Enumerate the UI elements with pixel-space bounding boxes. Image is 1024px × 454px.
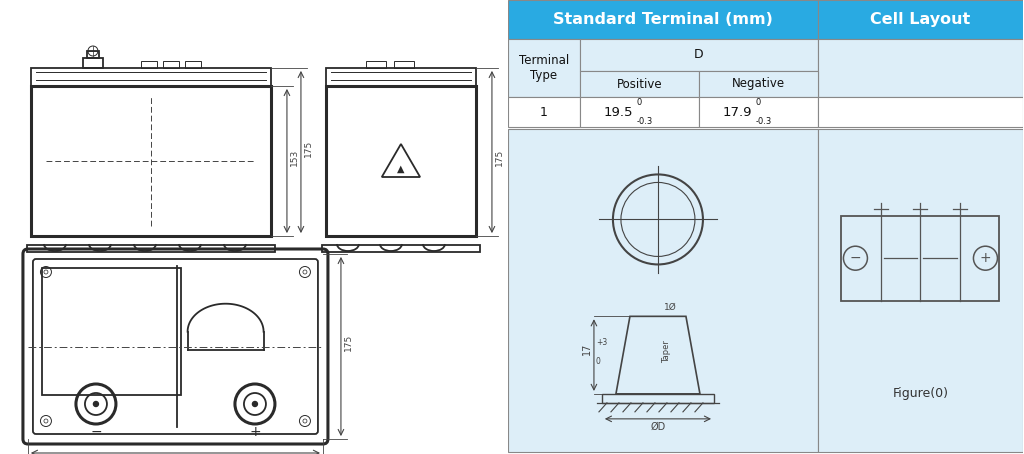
Bar	[366, 61, 386, 68]
Bar	[27, 245, 274, 252]
Bar	[508, 97, 580, 127]
Text: 175: 175	[344, 334, 353, 351]
Bar	[508, 129, 818, 452]
Text: ▲: ▲	[397, 164, 404, 174]
Text: 0: 0	[637, 98, 642, 107]
Text: Cell Layout: Cell Layout	[870, 12, 971, 27]
Text: 175: 175	[304, 139, 313, 157]
Bar	[580, 97, 699, 127]
Text: 1Ø: 1Ø	[664, 302, 677, 311]
Text: +: +	[249, 425, 261, 439]
Bar	[699, 97, 818, 127]
Text: Terminal
Type: Terminal Type	[519, 54, 569, 82]
Circle shape	[253, 401, 257, 406]
Bar	[508, 39, 580, 97]
Bar	[322, 245, 480, 252]
Bar	[141, 61, 157, 68]
Bar	[87, 51, 99, 58]
Text: -0.3: -0.3	[756, 117, 772, 126]
Bar	[699, 71, 818, 97]
Bar	[326, 68, 476, 86]
Text: 175: 175	[495, 148, 504, 166]
Bar	[842, 216, 999, 301]
Bar	[818, 129, 1023, 452]
Bar	[818, 39, 1023, 97]
Bar	[83, 58, 103, 68]
Text: −: −	[850, 251, 861, 265]
Bar	[394, 61, 414, 68]
Bar	[580, 39, 818, 71]
Text: Taper: Taper	[662, 340, 671, 363]
Text: 1: 1	[540, 105, 548, 118]
Text: 19.5: 19.5	[604, 105, 634, 118]
Circle shape	[93, 401, 98, 406]
Bar	[163, 61, 179, 68]
Text: 17.9: 17.9	[723, 105, 753, 118]
Text: Standard Terminal (mm): Standard Terminal (mm)	[553, 12, 773, 27]
Text: +: +	[980, 251, 991, 265]
Bar	[818, 0, 1023, 39]
Text: +3: +3	[596, 338, 607, 347]
Bar	[508, 0, 818, 39]
Text: Figure(0): Figure(0)	[893, 387, 948, 400]
Text: ØD: ØD	[650, 422, 666, 432]
Text: 17: 17	[582, 343, 592, 355]
Text: Positive: Positive	[616, 78, 663, 90]
Text: D: D	[694, 49, 703, 61]
Text: -0.3: -0.3	[637, 117, 652, 126]
Bar	[326, 86, 476, 236]
Text: Negative: Negative	[732, 78, 785, 90]
Bar	[185, 61, 201, 68]
Text: −: −	[90, 425, 101, 439]
Bar	[580, 71, 699, 97]
Text: 153: 153	[290, 148, 299, 166]
Text: 0: 0	[596, 357, 601, 366]
Text: 0: 0	[756, 98, 761, 107]
Bar	[42, 268, 181, 395]
Bar	[602, 394, 714, 403]
Bar	[818, 97, 1023, 127]
Bar	[31, 86, 271, 236]
Bar	[31, 68, 271, 86]
